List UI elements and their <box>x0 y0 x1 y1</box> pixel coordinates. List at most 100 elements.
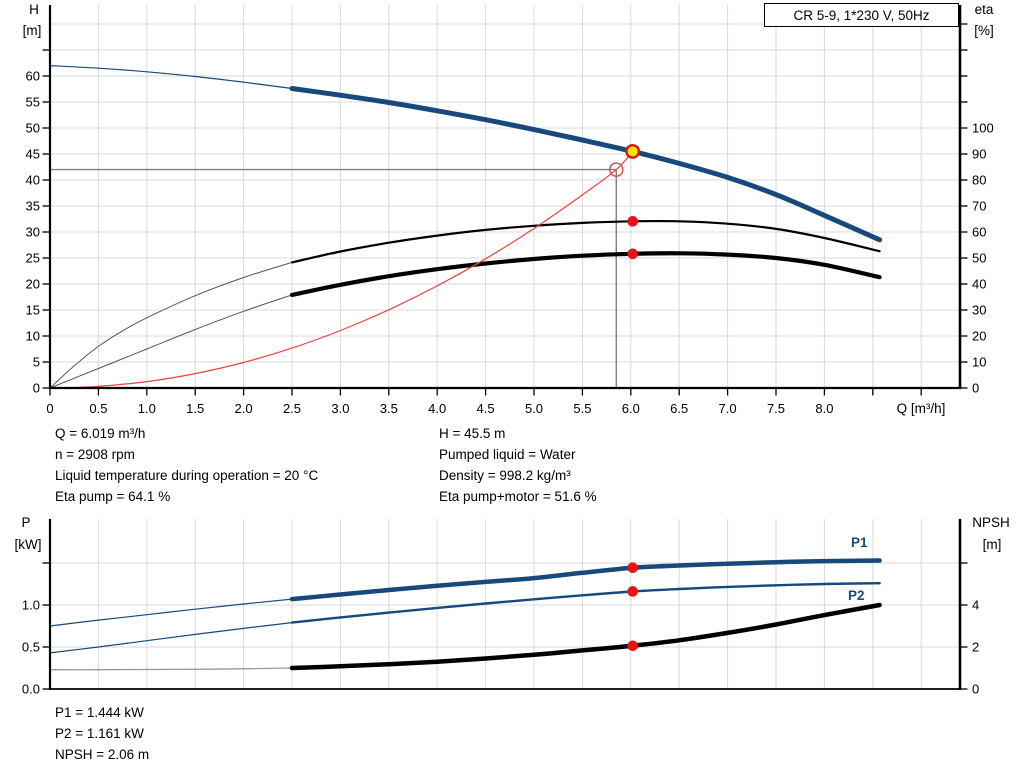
svg-text:5.0: 5.0 <box>525 401 543 416</box>
p1-point <box>627 562 638 574</box>
svg-text:80: 80 <box>972 173 986 188</box>
svg-text:6.0: 6.0 <box>622 401 640 416</box>
svg-text:0: 0 <box>972 682 979 697</box>
svg-text:30: 30 <box>972 303 986 318</box>
svg-text:0.5: 0.5 <box>89 401 107 416</box>
p1-curve-label: P1 <box>851 535 868 550</box>
svg-text:Q [m³/h]: Q [m³/h] <box>897 401 946 416</box>
axes: 0.0 0.5 1.0 0 2 4 <box>22 519 979 697</box>
svg-text:4.0: 4.0 <box>428 401 446 416</box>
gridlines <box>50 5 960 388</box>
markers <box>609 143 641 260</box>
svg-text:0.0: 0.0 <box>22 682 40 697</box>
svg-text:60: 60 <box>972 225 986 240</box>
svg-text:3.5: 3.5 <box>380 401 398 416</box>
svg-text:60: 60 <box>26 69 40 84</box>
svg-text:1.5: 1.5 <box>186 401 204 416</box>
svg-text:3.0: 3.0 <box>331 401 349 416</box>
info-h: H = 45.5 m <box>439 426 506 441</box>
svg-text:50: 50 <box>26 121 40 136</box>
curve-p1 <box>289 558 882 602</box>
svg-text:7.5: 7.5 <box>767 401 785 416</box>
p-axis-unit: [kW] <box>14 537 42 552</box>
info-n: n = 2908 rpm <box>55 447 135 462</box>
npsh-point <box>627 640 638 652</box>
h-axis-title: H <box>29 2 39 17</box>
curve-npsh <box>289 602 882 671</box>
svg-text:50: 50 <box>972 251 986 266</box>
svg-text:20: 20 <box>26 277 40 292</box>
svg-text:20: 20 <box>972 329 986 344</box>
eta-pump-point <box>627 216 638 227</box>
svg-text:25: 25 <box>26 251 40 266</box>
svg-text:1.0: 1.0 <box>138 401 156 416</box>
curve-qh-thin <box>49 65 293 90</box>
curve-qh <box>289 86 883 243</box>
npsh-axis-title: NPSH <box>972 515 1010 530</box>
info-eta-pump-motor: Eta pump+motor = 51.6 % <box>439 489 597 504</box>
info-eta-pump: Eta pump = 64.1 % <box>55 489 171 504</box>
curves <box>49 65 883 389</box>
h-axis-unit: [m] <box>22 23 42 38</box>
eta-axis-unit: [%] <box>974 23 994 38</box>
info-npsh: NPSH = 2.06 m <box>55 747 150 762</box>
svg-text:15: 15 <box>26 303 40 318</box>
axes: 0 0.5 1.0 1.5 2.0 2.5 3.0 3.5 4.0 4.5 5.0 5.5 6.0 6.5… <box>26 5 994 416</box>
svg-text:100: 100 <box>972 121 994 136</box>
svg-text:40: 40 <box>26 173 40 188</box>
curves <box>49 558 882 671</box>
svg-text:4.5: 4.5 <box>477 401 495 416</box>
gridlines <box>50 519 960 689</box>
svg-text:30: 30 <box>26 225 40 240</box>
duty-point[interactable] <box>625 143 641 159</box>
reference-lines <box>50 168 617 388</box>
svg-text:0: 0 <box>972 381 979 396</box>
svg-text:0: 0 <box>33 381 40 396</box>
curve-p2 <box>290 582 881 624</box>
eta-pump-motor-point <box>627 248 638 260</box>
svg-text:4: 4 <box>972 598 979 613</box>
curve-npsh-thin <box>49 667 293 671</box>
npsh-axis-unit: [m] <box>982 537 1002 552</box>
svg-text:70: 70 <box>972 199 986 214</box>
svg-text:0.5: 0.5 <box>22 640 40 655</box>
duty-info-right: H = 45.5 m Pumped liquid = Water Density… <box>439 423 597 507</box>
curve-p2-thin <box>49 622 293 654</box>
info-q: Q = 6.019 m³/h <box>55 426 146 441</box>
power-info: P1 = 1.444 kW P2 = 1.161 kW NPSH = 2.06 … <box>55 702 149 765</box>
info-density: Density = 998.2 kg/m³ <box>439 468 571 483</box>
curve-eta-pump-thin <box>49 261 293 389</box>
duty-info-left: Q = 6.019 m³/h n = 2908 rpm Liquid tempe… <box>55 423 318 507</box>
pump-model-box: CR 5-9, 1*230 V, 50Hz <box>764 3 959 27</box>
svg-text:40: 40 <box>972 277 986 292</box>
svg-text:1.0: 1.0 <box>22 598 40 613</box>
svg-text:10: 10 <box>26 329 40 344</box>
svg-text:5.5: 5.5 <box>573 401 591 416</box>
svg-text:2.5: 2.5 <box>283 401 301 416</box>
svg-text:2: 2 <box>972 640 979 655</box>
svg-text:10: 10 <box>972 355 986 370</box>
svg-text:5: 5 <box>33 355 40 370</box>
svg-text:45: 45 <box>26 147 40 162</box>
svg-text:2.0: 2.0 <box>235 401 253 416</box>
curve-eta-pump <box>290 219 881 264</box>
info-p1: P1 = 1.444 kW <box>55 705 144 720</box>
p2-curve-label: P2 <box>848 588 865 603</box>
curve-eta-pump-motor-thin <box>49 294 293 389</box>
p-axis-title: P <box>21 515 31 530</box>
svg-text:55: 55 <box>26 95 40 110</box>
svg-text:7.0: 7.0 <box>719 401 737 416</box>
curve-system-curve <box>68 150 634 389</box>
info-temp: Liquid temperature during operation = 20… <box>55 468 319 483</box>
eta-axis-title: eta <box>974 2 994 17</box>
markers <box>627 562 638 652</box>
svg-text:0: 0 <box>46 401 53 416</box>
info-liquid: Pumped liquid = Water <box>439 447 576 462</box>
rated-point <box>609 162 624 177</box>
info-p2: P2 = 1.161 kW <box>55 726 144 741</box>
svg-text:90: 90 <box>972 147 986 162</box>
curve-p1-thin <box>49 598 293 627</box>
curve-eta-pump-motor <box>289 251 882 297</box>
